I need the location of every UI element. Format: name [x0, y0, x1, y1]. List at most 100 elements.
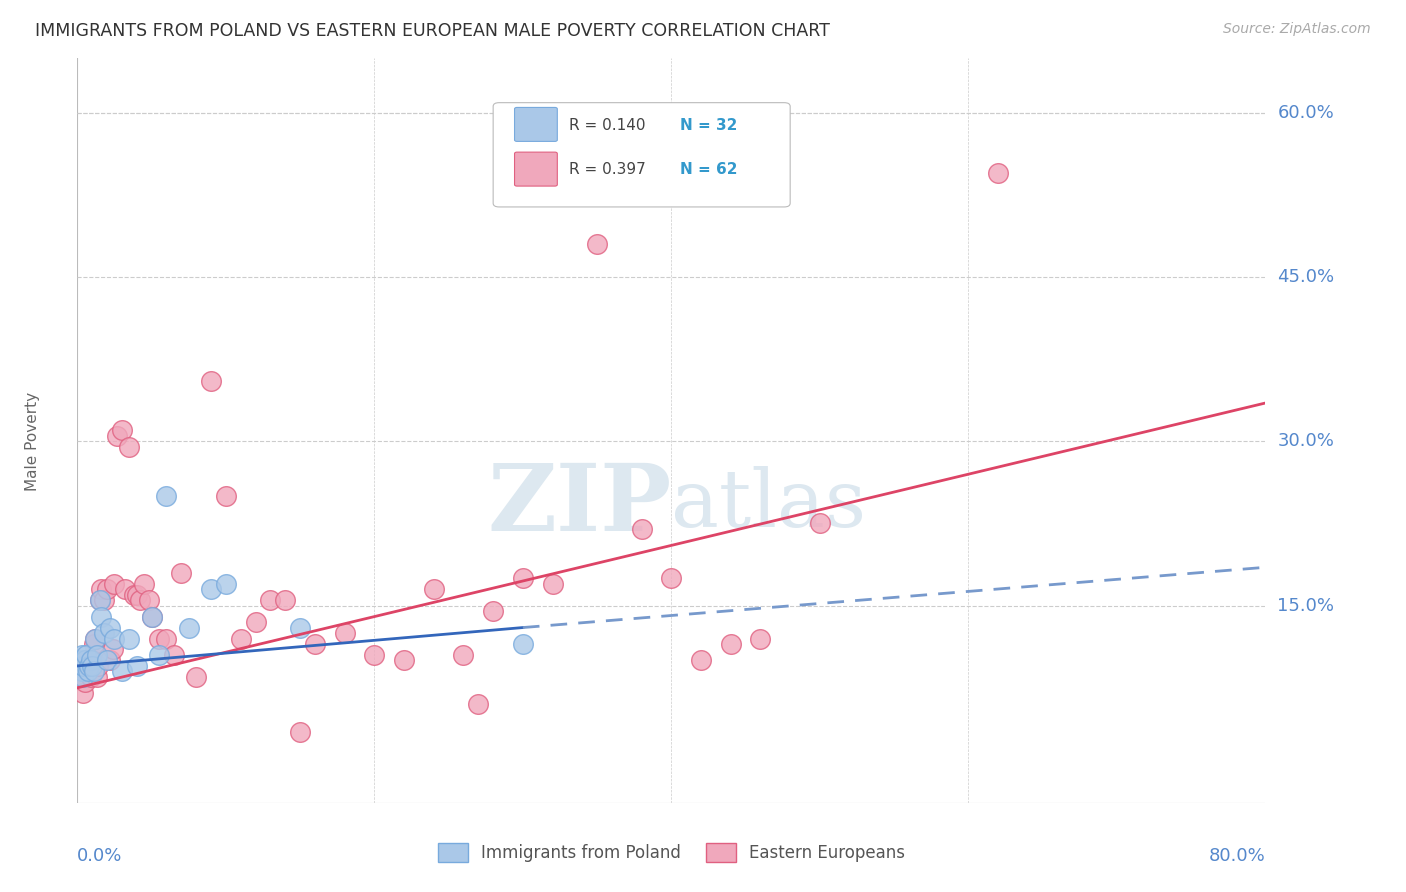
Point [177, 621, 200, 635]
Point [245, 615, 267, 629]
Point [720, 637, 742, 651]
FancyBboxPatch shape [494, 103, 790, 207]
Point [80, 653, 103, 667]
Point [70, 665, 93, 679]
Text: 45.0%: 45.0% [1277, 268, 1334, 286]
Point [141, 609, 163, 624]
Point [200, 582, 222, 597]
Point [70, 648, 93, 662]
Point [138, 593, 160, 607]
Point [661, 571, 683, 585]
Point [111, 424, 134, 438]
Point [83, 637, 105, 651]
Point [422, 582, 444, 597]
Point [467, 697, 489, 711]
Point [630, 522, 652, 536]
Text: atlas: atlas [672, 466, 866, 544]
Point [186, 670, 208, 684]
Point [80, 670, 103, 684]
Point [76, 659, 98, 673]
Point [98, 653, 121, 667]
Text: 15.0%: 15.0% [1277, 597, 1334, 615]
Point [107, 429, 129, 443]
Point [118, 440, 141, 454]
Point [304, 637, 326, 651]
Point [69, 653, 91, 667]
Point [75, 648, 97, 662]
Text: IMMIGRANTS FROM POLAND VS EASTERN EUROPEAN MALE POVERTY CORRELATION CHART: IMMIGRANTS FROM POLAND VS EASTERN EUROPE… [35, 22, 830, 40]
Point [67, 659, 90, 673]
Text: R = 0.397: R = 0.397 [569, 162, 645, 178]
Point [77, 665, 100, 679]
Point [288, 724, 311, 739]
Point [200, 374, 222, 388]
Point [67, 665, 90, 679]
Point [75, 653, 97, 667]
Point [93, 626, 115, 640]
Point [73, 653, 96, 667]
Point [392, 653, 415, 667]
Text: 30.0%: 30.0% [1277, 433, 1334, 450]
Text: 80.0%: 80.0% [1209, 847, 1265, 864]
Point [259, 593, 281, 607]
Point [93, 593, 115, 607]
Point [67, 659, 90, 673]
Point [148, 632, 170, 646]
Point [86, 670, 108, 684]
Point [215, 489, 238, 503]
Point [84, 632, 107, 646]
Point [76, 665, 98, 679]
Point [87, 659, 110, 673]
Point [163, 648, 186, 662]
Point [96, 653, 118, 667]
Point [141, 609, 163, 624]
Point [749, 632, 772, 646]
Point [82, 659, 104, 673]
Text: Source: ZipAtlas.com: Source: ZipAtlas.com [1223, 22, 1371, 37]
Point [333, 626, 356, 640]
Text: N = 32: N = 32 [679, 118, 737, 133]
Point [987, 166, 1010, 180]
Point [72, 686, 94, 700]
Text: 60.0%: 60.0% [1277, 103, 1334, 121]
Text: ZIP: ZIP [486, 460, 672, 549]
Point [72, 670, 94, 684]
Point [82, 653, 104, 667]
Point [155, 489, 177, 503]
Point [125, 588, 148, 602]
Point [84, 632, 107, 646]
Text: R = 0.140: R = 0.140 [569, 118, 645, 133]
Point [73, 675, 96, 690]
Point [512, 571, 534, 585]
Point [288, 621, 311, 635]
Point [690, 653, 713, 667]
Point [98, 621, 121, 635]
Point [155, 632, 177, 646]
Point [453, 648, 475, 662]
Point [808, 516, 831, 531]
Point [69, 670, 91, 684]
Text: Male Poverty: Male Poverty [25, 392, 41, 491]
Point [86, 648, 108, 662]
Point [482, 604, 505, 618]
Point [215, 576, 238, 591]
Point [134, 576, 156, 591]
Point [96, 582, 118, 597]
Point [128, 593, 150, 607]
Text: N = 62: N = 62 [679, 162, 737, 178]
FancyBboxPatch shape [515, 107, 557, 142]
Point [70, 659, 93, 673]
Legend: Immigrants from Poland, Eastern Europeans: Immigrants from Poland, Eastern European… [430, 837, 912, 869]
Point [118, 632, 141, 646]
Point [125, 659, 148, 673]
Point [103, 632, 125, 646]
Point [111, 665, 134, 679]
FancyBboxPatch shape [515, 153, 557, 186]
Point [101, 642, 124, 657]
Point [229, 632, 252, 646]
Point [122, 588, 145, 602]
Point [83, 665, 105, 679]
Point [512, 637, 534, 651]
Point [586, 237, 609, 252]
Point [103, 576, 125, 591]
